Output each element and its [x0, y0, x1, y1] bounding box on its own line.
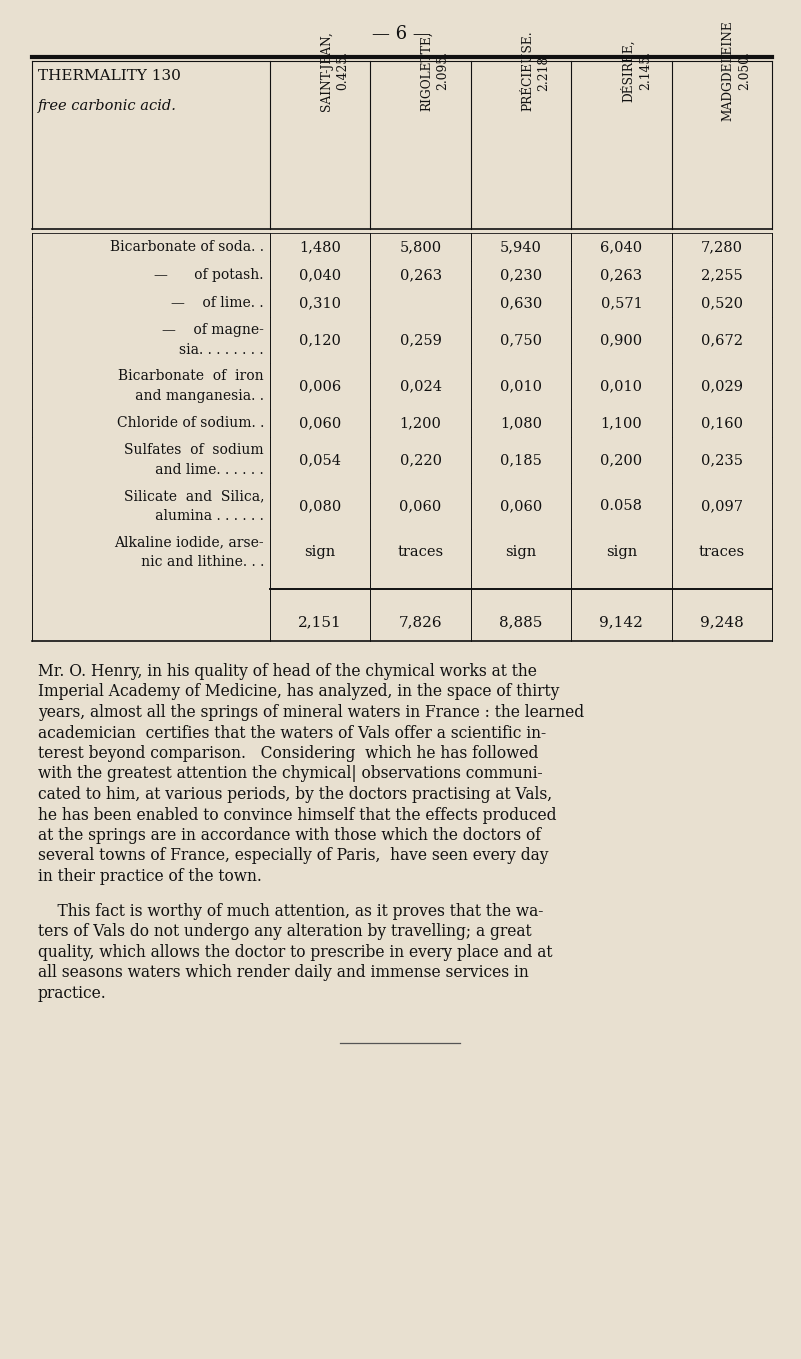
Text: 0,750: 0,750 — [500, 333, 542, 347]
Text: several towns of France, especially of Paris,  have seen every day: several towns of France, especially of P… — [38, 848, 549, 864]
Text: 0,029: 0,029 — [701, 379, 743, 393]
Text: PRÉCIEUSE.
2.218.: PRÉCIEUSE. 2.218. — [521, 31, 550, 111]
Text: 0,010: 0,010 — [601, 379, 642, 393]
Text: 2,255: 2,255 — [701, 268, 743, 283]
Text: 0.058: 0.058 — [601, 499, 642, 512]
Text: years, almost all the springs of mineral waters in France : the learned: years, almost all the springs of mineral… — [38, 704, 584, 722]
Text: Bicarbonate of soda. .: Bicarbonate of soda. . — [110, 241, 264, 254]
Text: Imperial Academy of Medicine, has analyzed, in the space of thirty: Imperial Academy of Medicine, has analyz… — [38, 684, 559, 700]
Text: 0,310: 0,310 — [300, 296, 341, 310]
Text: — 6 —: — 6 — — [372, 24, 430, 43]
Text: Mr. O. Henry, in his quality of head of the chymical works at the: Mr. O. Henry, in his quality of head of … — [38, 663, 537, 680]
Text: 0,160: 0,160 — [701, 416, 743, 429]
Text: ters of Vals do not undergo any alteration by travelling; a great: ters of Vals do not undergo any alterati… — [38, 923, 532, 940]
Text: 1,480: 1,480 — [300, 241, 341, 254]
Text: 0,571: 0,571 — [601, 296, 642, 310]
Text: 0,672: 0,672 — [701, 333, 743, 347]
Text: traces: traces — [698, 545, 745, 559]
Text: This fact is worthy of much attention, as it proves that the wa-: This fact is worthy of much attention, a… — [38, 902, 543, 920]
Text: 0,097: 0,097 — [701, 499, 743, 512]
Text: 0,120: 0,120 — [300, 333, 341, 347]
Text: MADGDELEINE
2.050.: MADGDELEINE 2.050. — [722, 20, 751, 121]
Text: —    of lime. .: — of lime. . — [171, 296, 264, 310]
Text: 2,151: 2,151 — [298, 616, 342, 629]
Text: nic and lithine. . .: nic and lithine. . . — [127, 554, 264, 569]
Text: 1,200: 1,200 — [400, 416, 441, 429]
Text: —      of potash.: — of potash. — [155, 268, 264, 283]
Text: 0,060: 0,060 — [299, 416, 341, 429]
Text: he has been enabled to convince himself that the effects produced: he has been enabled to convince himself … — [38, 806, 557, 824]
Text: 5,940: 5,940 — [500, 241, 542, 254]
Text: Silicate  and  Silica,: Silicate and Silica, — [123, 489, 264, 503]
Text: THERMALITY 130: THERMALITY 130 — [38, 69, 181, 83]
Text: 0,080: 0,080 — [299, 499, 341, 512]
Text: 6,040: 6,040 — [600, 241, 642, 254]
Text: 0,185: 0,185 — [500, 453, 542, 467]
Text: practice.: practice. — [38, 985, 107, 1002]
Text: cated to him, at various periods, by the doctors practising at Vals,: cated to him, at various periods, by the… — [38, 786, 552, 803]
Text: 0,263: 0,263 — [400, 268, 441, 283]
Text: 0,200: 0,200 — [600, 453, 642, 467]
Text: 0,520: 0,520 — [701, 296, 743, 310]
Text: 0,024: 0,024 — [400, 379, 441, 393]
Text: 0,010: 0,010 — [500, 379, 542, 393]
Text: in their practice of the town.: in their practice of the town. — [38, 868, 262, 885]
Text: 0,900: 0,900 — [600, 333, 642, 347]
Text: and manganesia. .: and manganesia. . — [122, 389, 264, 404]
Text: 0,235: 0,235 — [701, 453, 743, 467]
Text: 0,006: 0,006 — [299, 379, 341, 393]
Text: Sulfates  of  sodium: Sulfates of sodium — [124, 443, 264, 457]
Text: 0,220: 0,220 — [400, 453, 441, 467]
Text: 8,885: 8,885 — [499, 616, 543, 629]
Text: at the springs are in accordance with those which the doctors of: at the springs are in accordance with th… — [38, 828, 541, 844]
Text: 9,142: 9,142 — [599, 616, 643, 629]
Text: SAINT-JEAN,
0.425.: SAINT-JEAN, 0.425. — [320, 31, 349, 111]
Text: 0,630: 0,630 — [500, 296, 542, 310]
Text: 0,040: 0,040 — [299, 268, 341, 283]
Text: traces: traces — [397, 545, 444, 559]
Text: 0,230: 0,230 — [500, 268, 542, 283]
Text: free carbonic acid.: free carbonic acid. — [38, 99, 177, 113]
Text: with the greatest attention the chymical| observations communi-: with the greatest attention the chymical… — [38, 765, 542, 783]
Text: 7,826: 7,826 — [399, 616, 442, 629]
Text: sign: sign — [304, 545, 336, 559]
Text: 5,800: 5,800 — [400, 241, 441, 254]
Text: sia. . . . . . . .: sia. . . . . . . . — [179, 342, 264, 357]
Text: 1,080: 1,080 — [500, 416, 542, 429]
Text: terest beyond comparison.   Considering  which he has followed: terest beyond comparison. Considering wh… — [38, 745, 538, 762]
Text: 9,248: 9,248 — [700, 616, 743, 629]
Text: Bicarbonate  of  iron: Bicarbonate of iron — [119, 368, 264, 383]
Text: —    of magne-: — of magne- — [162, 323, 264, 337]
Text: and lime. . . . . .: and lime. . . . . . — [143, 463, 264, 477]
Text: 7,280: 7,280 — [701, 241, 743, 254]
Text: alumina . . . . . .: alumina . . . . . . — [142, 510, 264, 523]
Text: 0,054: 0,054 — [300, 453, 341, 467]
Text: Alkaline iodide, arse-: Alkaline iodide, arse- — [115, 535, 264, 549]
Text: 0,263: 0,263 — [600, 268, 642, 283]
Text: sign: sign — [505, 545, 537, 559]
Text: RIGOLETTE,
2.095.: RIGOLETTE, 2.095. — [421, 31, 449, 111]
Text: sign: sign — [606, 545, 637, 559]
Text: all seasons waters which render daily and immense services in: all seasons waters which render daily an… — [38, 965, 529, 981]
Text: academician  certifies that the waters of Vals offer a scientific in-: academician certifies that the waters of… — [38, 724, 546, 742]
Text: 0,060: 0,060 — [400, 499, 441, 512]
Text: 0,259: 0,259 — [400, 333, 441, 347]
Text: Chloride of sodium. .: Chloride of sodium. . — [117, 416, 264, 429]
Text: 0,060: 0,060 — [500, 499, 542, 512]
Text: 1,100: 1,100 — [601, 416, 642, 429]
Text: DÉSIRÉE,
2.145.: DÉSIRÉE, 2.145. — [622, 39, 652, 102]
Text: quality, which allows the doctor to prescribe in every place and at: quality, which allows the doctor to pres… — [38, 945, 553, 961]
